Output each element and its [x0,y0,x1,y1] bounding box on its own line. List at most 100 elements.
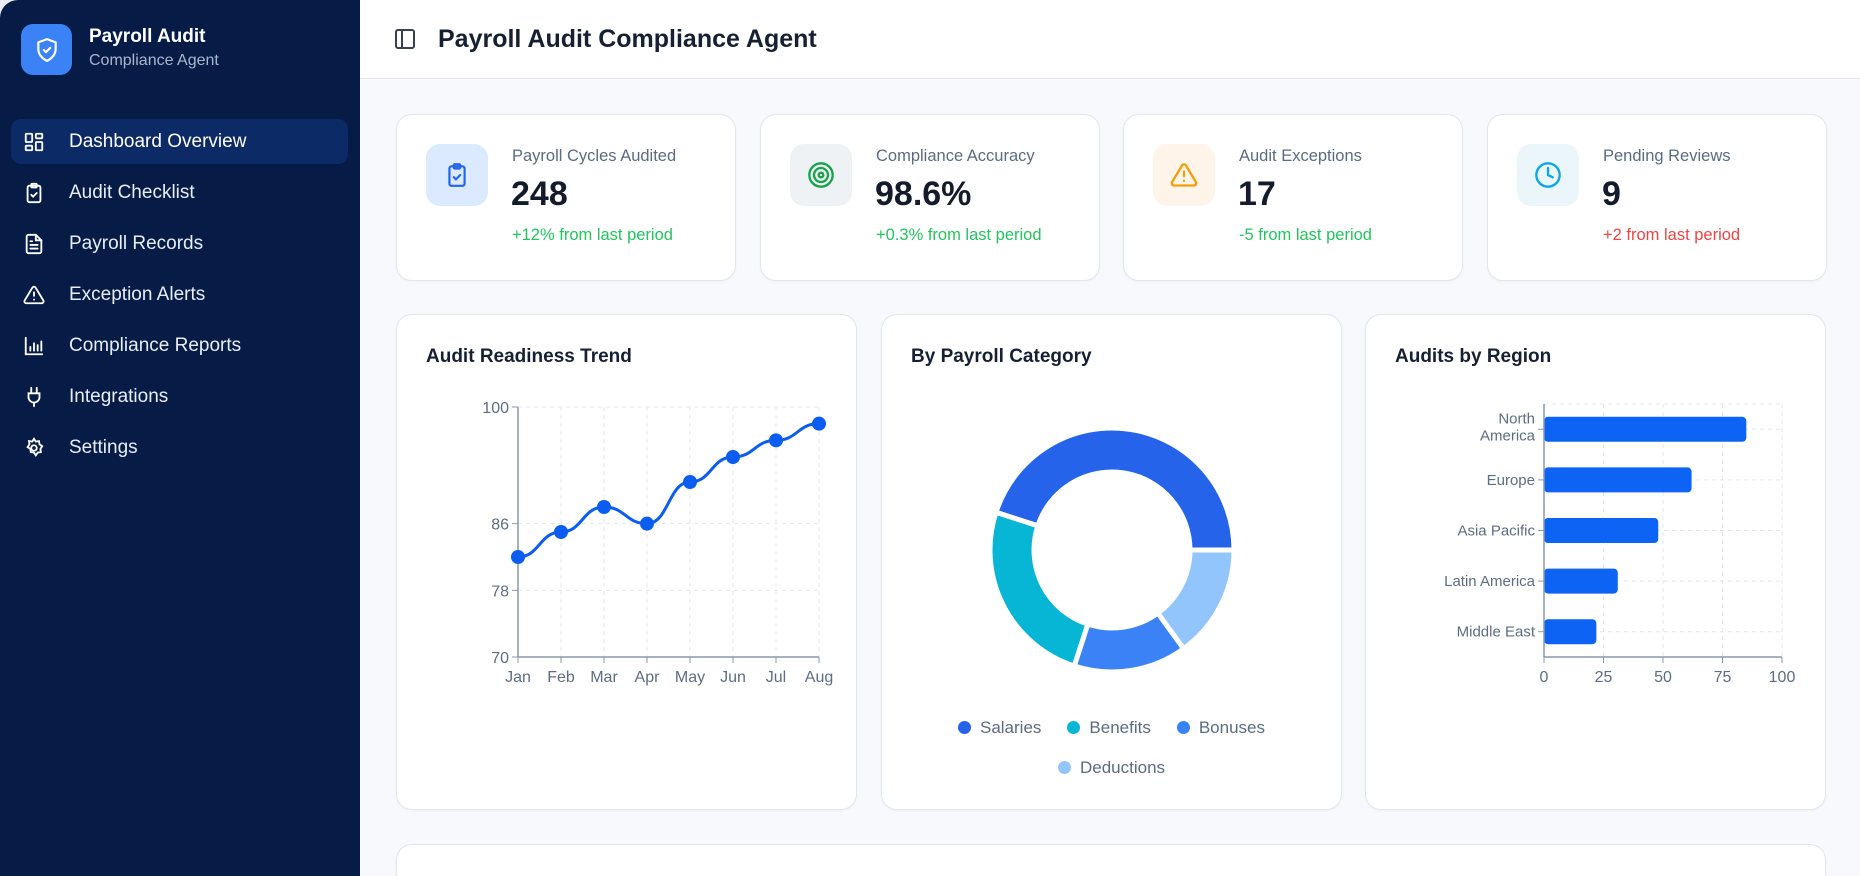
x-tick-label: May [675,669,705,686]
x-tick-label: Apr [635,669,661,686]
bottom-panel [396,844,1826,876]
x-tick-label: Jan [505,669,531,686]
legend-swatch [957,721,971,734]
sidebar-item-label: Payroll Records [69,232,204,254]
legend-row: Salaries Benefits Bonuses [882,718,1341,738]
sidebar-item-compliance-reports[interactable]: Compliance Reports [11,323,348,368]
y-tick-label: Middle East [1457,624,1536,641]
x-tick-label: 50 [1654,669,1672,686]
page-title: Payroll Audit Compliance Agent [438,24,817,53]
data-point-jan [511,550,525,564]
stat-card-payroll-cycles: Payroll Cycles Audited 248 +12% from las… [396,114,736,281]
legend-label: Salaries [979,718,1042,737]
data-point-jul [769,433,783,448]
stat-card-pending-reviews: Pending Reviews 9 +2 from last period [1487,114,1827,281]
donut-slice-benefits [987,509,1092,670]
chart-title: By Payroll Category [911,346,1092,367]
x-tick-label: 25 [1595,669,1613,686]
sidebar-item-label: Exception Alerts [69,283,206,305]
sidebar-item-exception-alerts[interactable]: Exception Alerts [11,272,348,317]
clipboard-check-icon [426,144,488,206]
sidebar-nav: Dashboard Overview Audit Checklist Payro… [11,119,348,476]
bar-chart: 0 25 50 75 100 North America Europe Asia Pacific… [1444,403,1796,686]
sidebar-toggle-icon[interactable] [393,27,417,51]
sidebar-item-audit-checklist[interactable]: Audit Checklist [11,170,348,215]
bar-latin-america [1544,568,1618,594]
brand-subtitle: Compliance Agent [89,52,219,69]
legend-swatch [1176,721,1190,734]
target-icon [790,144,852,206]
legend-item-benefits[interactable]: Benefits [1067,718,1151,738]
plug-icon [27,386,41,407]
sidebar-item-integrations[interactable]: Integrations [11,374,348,419]
x-tick-label: Jul [766,669,786,686]
gear-icon [26,436,44,457]
donut-chart [987,425,1237,675]
legend-swatch [1057,761,1071,774]
stat-change: +12% from last period [512,226,673,244]
legend-label: Benefits [1089,718,1151,737]
stat-card-compliance-accuracy: Compliance Accuracy 98.6% +0.3% from las… [760,114,1100,281]
legend-item-bonuses[interactable]: Bonuses [1176,718,1265,738]
x-tick-label: 0 [1540,669,1549,686]
legend-item-salaries[interactable]: Salaries [957,718,1042,738]
stat-card-audit-exceptions: Audit Exceptions 17 -5 from last period [1123,114,1463,281]
sidebar-item-label: Dashboard Overview [69,130,247,152]
brand-title: Payroll Audit [89,26,206,47]
donut-slice-salaries [992,425,1237,553]
legend-swatch [1067,721,1081,734]
legend-item-deductions[interactable]: Deductions [1057,758,1166,778]
stat-change: +0.3% from last period [876,226,1042,244]
stat-change: -5 from last period [1239,226,1372,244]
stat-change: +2 from last period [1603,226,1741,244]
chart-title: Audits by Region [1395,346,1552,367]
alert-triangle-icon [23,285,45,304]
sidebar-item-label: Settings [69,436,138,458]
bar-chart-icon [24,336,44,355]
alert-triangle-icon [1153,144,1215,206]
audit-readiness-trend-card: 70 78 86 100 Jan Feb Mar Apr May Jun Jul Aug Audit … [396,314,857,810]
chart-title: Audit Readiness Trend [426,346,632,367]
sidebar: Payroll Audit Compliance Agent Dashboard… [0,0,360,876]
x-tick-label: 75 [1714,669,1732,686]
audits-by-region-card: 0 25 50 75 100 North America Europe Asia Pacific… [1365,314,1826,810]
x-tick-label: Jun [720,669,746,686]
clipboard-check-icon [26,182,42,203]
line-chart: 70 78 86 100 Jan Feb Mar Apr May Jun Jul Aug [482,400,833,686]
stat-label: Pending Reviews [1603,147,1731,165]
data-point-apr [640,516,654,531]
sidebar-item-label: Audit Checklist [69,181,195,203]
stat-value: 98.6% [875,175,972,213]
legend-row: Deductions [882,758,1341,778]
data-point-jun [726,450,740,464]
stat-label: Audit Exceptions [1239,147,1362,165]
sidebar-item-dashboard-overview[interactable]: Dashboard Overview [11,119,348,164]
y-tick-label: 86 [491,517,509,534]
stat-label: Compliance Accuracy [876,147,1035,165]
bar-middle-east [1544,619,1597,645]
data-point-mar [597,500,611,514]
sidebar-item-label: Integrations [69,385,169,407]
x-tick-label: Feb [547,669,575,686]
file-text-icon [25,233,43,254]
shield-logo-icon [21,24,72,75]
y-tick-label: 70 [491,650,509,667]
payroll-category-card: By Payroll Category Salaries Benefits Bo… [881,314,1342,810]
bar-north-america [1544,416,1747,442]
sidebar-item-settings[interactable]: Settings [11,425,348,470]
y-tick-label: Asia Pacific [1457,523,1535,540]
data-point-aug [812,416,826,431]
stat-value: 17 [1238,175,1276,213]
data-point-may [683,475,697,489]
legend-label: Deductions [1079,758,1166,777]
sidebar-item-payroll-records[interactable]: Payroll Records [11,221,348,266]
donut-slice-deductions [1154,547,1237,653]
x-tick-label: 100 [1769,669,1796,686]
top-header: Payroll Audit Compliance Agent [360,0,1860,79]
bar-asia-pacific [1544,518,1659,543]
y-tick-label: North America [1480,410,1536,444]
y-tick-label: 78 [491,583,509,600]
data-point-feb [554,525,568,539]
x-tick-label: Mar [590,669,618,686]
